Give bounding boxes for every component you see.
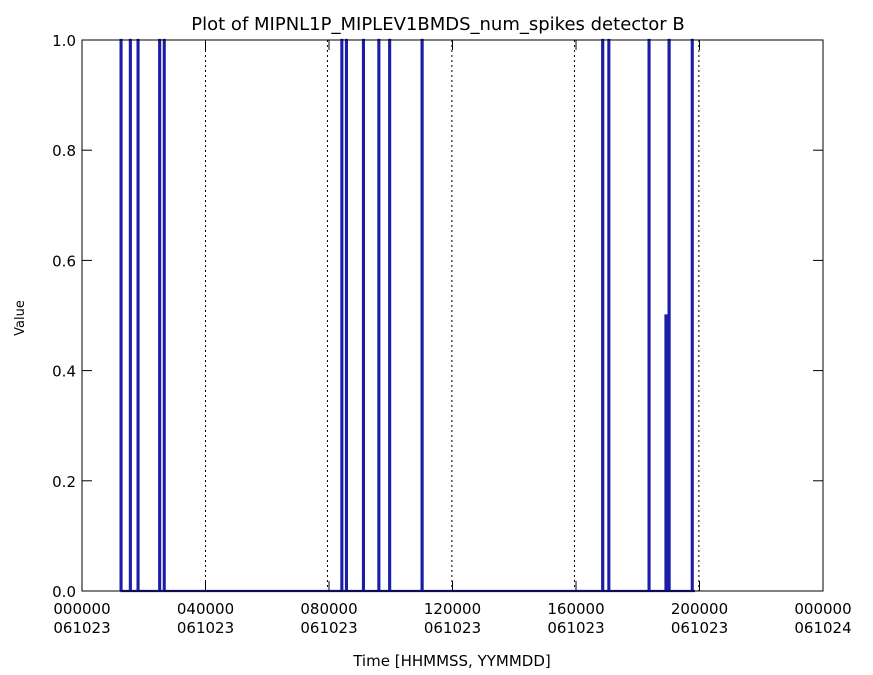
x-tick-label-time: 040000 [177,600,234,618]
x-tick-label-time: 080000 [300,600,357,618]
x-tick-label-time: 000000 [794,600,851,618]
x-tick-label-date: 061023 [547,619,604,637]
y-axis-label: Value [13,300,28,336]
x-tick-label-date: 061023 [671,619,728,637]
series-group [119,38,695,593]
x-tick-label-time: 160000 [547,600,604,618]
x-axis: 0000000610230400000610230800000610231200… [53,40,852,637]
y-axis: 0.0 0.2 0.4 0.6 0.8 1.0 [52,32,823,601]
x-tick-label-date: 061023 [424,619,481,637]
x-tick-label-time: 000000 [53,600,110,618]
y-tick-label: 0.4 [52,363,76,381]
x-tick-label-date: 061023 [53,619,110,637]
x-tick-label-date: 061023 [300,619,357,637]
plot-frame [81,39,824,592]
orbit-boundaries [205,40,700,591]
y-tick-label: 1.0 [52,32,76,50]
chart-title: Plot of MIPNL1P_MIPLEV1BMDS_num_spikes d… [191,14,684,35]
y-tick-label: 0.2 [52,473,76,491]
x-tick-label-time: 200000 [671,600,728,618]
x-tick-label-date: 061024 [794,619,851,637]
y-tick-label: 0.8 [52,142,76,160]
y-tick-label: 0.0 [52,583,76,601]
x-tick-label-time: 120000 [424,600,481,618]
x-axis-label: Time [HHMMSS, YYMMDD] [352,652,551,670]
x-tick-label-date: 061023 [177,619,234,637]
y-tick-label: 0.6 [52,252,76,270]
series-line [119,38,695,593]
